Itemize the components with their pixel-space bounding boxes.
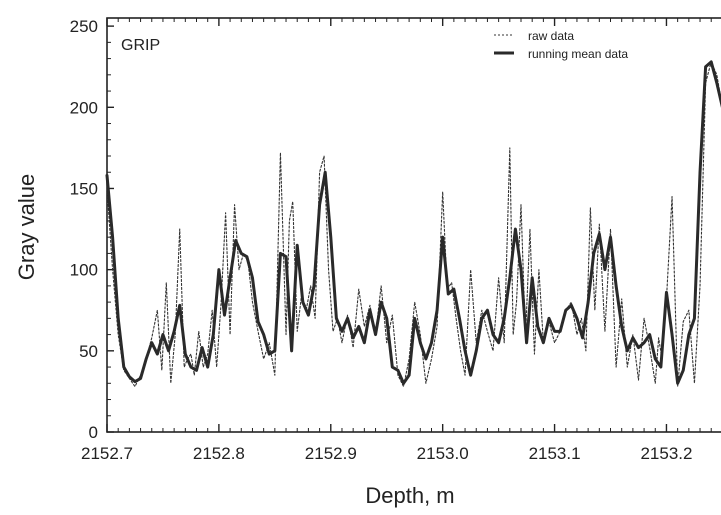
y-tick-label: 250 — [70, 17, 98, 36]
x-tick-label: 2152.7 — [81, 444, 133, 463]
panel-label: GRIP — [121, 37, 160, 54]
y-tick-label: 0 — [89, 423, 98, 442]
series-layer — [105, 60, 721, 388]
x-axis-title: Depth, m — [365, 483, 454, 508]
y-tick-label: 100 — [70, 261, 98, 280]
legend-label-raw-data: raw data — [528, 29, 574, 43]
y-tick-label: 150 — [70, 179, 98, 198]
series-line-running-mean-data — [105, 60, 721, 385]
x-tick-label: 2153.0 — [417, 444, 469, 463]
y-axis-ticks: 0 50 100 150 200 250 — [70, 17, 114, 442]
legend: raw data running mean data — [494, 29, 628, 61]
x-tick-label: 2152.9 — [305, 444, 357, 463]
y-tick-label: 50 — [79, 342, 98, 361]
x-tick-label: 2153.2 — [640, 444, 692, 463]
plot-frame — [106, 17, 721, 433]
x-tick-label: 2153.1 — [529, 444, 581, 463]
legend-label-running-mean-data: running mean data — [528, 47, 628, 61]
x-tick-label: 2152.8 — [193, 444, 245, 463]
x-axis-ticks: 2152.7 2152.8 2152.9 2153.0 2153.1 2153.2 — [81, 18, 712, 463]
y-tick-label: 200 — [70, 98, 98, 117]
y-axis-title: Gray value — [14, 174, 39, 280]
